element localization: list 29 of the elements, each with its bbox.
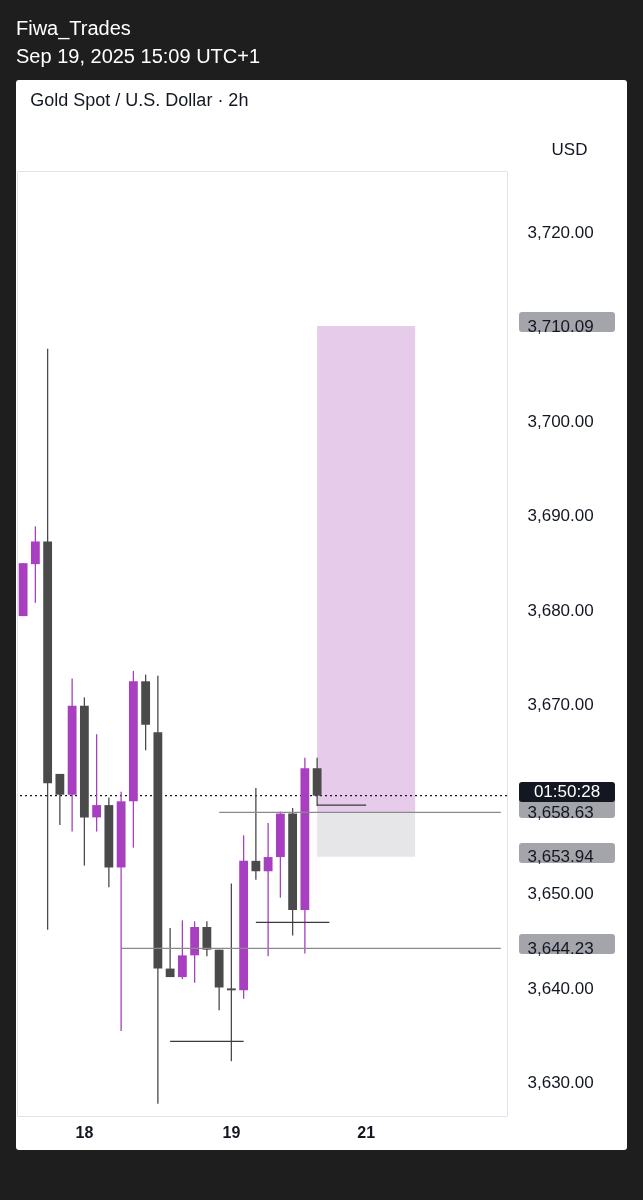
candlestick — [55, 773, 65, 826]
x-tick-label: 19 — [222, 1123, 241, 1141]
y-tick-label: 3,680.00 — [527, 600, 594, 620]
y-tick-label: 3,658.63 — [527, 802, 594, 822]
text: Fiwa_Trades — [16, 16, 132, 42]
countdown-tag: 01:50:28 — [519, 781, 615, 802]
x-tick-label: 21 — [357, 1123, 376, 1141]
y-tick-label: 3,630.00 — [527, 1073, 594, 1093]
candlestick — [92, 733, 102, 833]
candlestick — [251, 787, 261, 881]
y-tick-label: 3,644.23 — [527, 938, 594, 958]
x-tick-label: 18 — [75, 1123, 94, 1141]
y-tick-label: 3,700.00 — [527, 411, 594, 431]
y-axis-title: USD — [551, 139, 588, 159]
y-tick-label: 3,650.00 — [527, 884, 594, 904]
y-tick-label: 3,640.00 — [527, 978, 594, 998]
y-tick-label: 3,690.00 — [527, 506, 594, 526]
chart-title: Gold Spot / U.S. Dollar · 2h — [30, 90, 249, 110]
candlestick — [226, 882, 236, 1062]
y-tick-label: 3,670.00 — [527, 695, 594, 715]
candlestick — [165, 927, 175, 978]
y-tick-label: 3,710.09 — [527, 316, 594, 336]
candlestick — [177, 919, 187, 980]
candlestick — [30, 525, 40, 604]
chart-subtitle: Sep 19, 2025 15:09 UTC+1 — [16, 44, 262, 69]
y-tick-label: 3,653.94 — [527, 847, 594, 867]
candlestick — [202, 920, 212, 957]
candlestick — [263, 822, 273, 957]
y-tick-label: 3,720.00 — [527, 222, 594, 242]
